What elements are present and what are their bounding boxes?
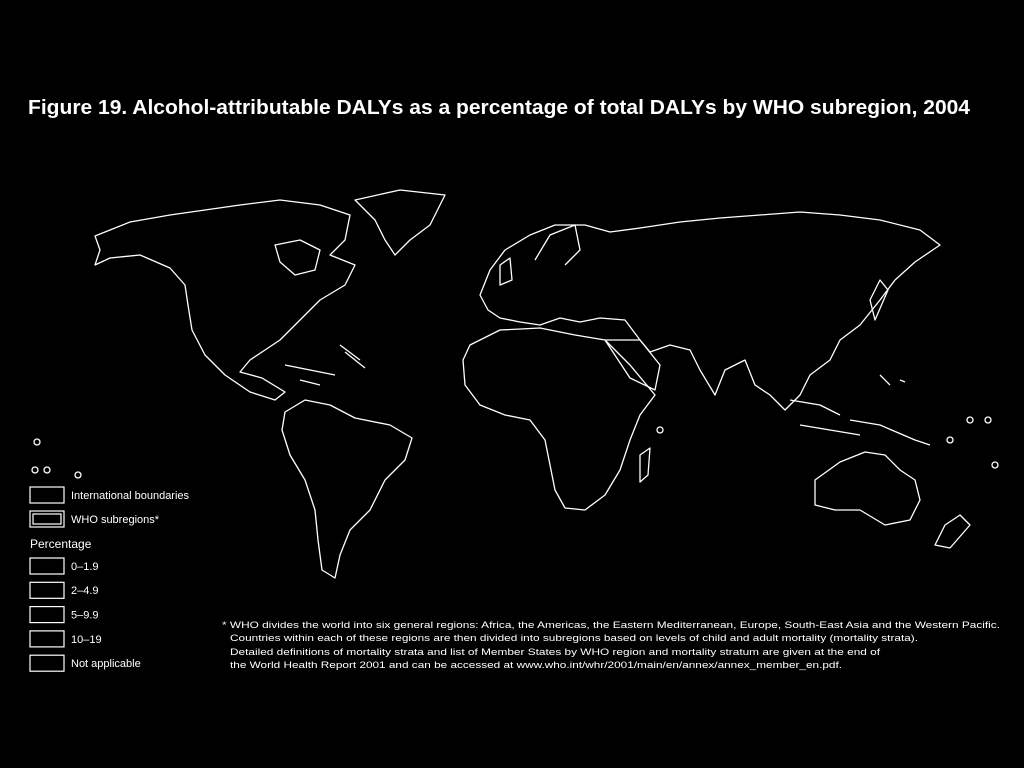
scandinavia-britain <box>499 224 581 286</box>
north-america <box>94 199 356 401</box>
pacific-islands <box>31 416 999 479</box>
legend-swatch <box>29 557 65 575</box>
footnote-line: Detailed definitions of mortality strata… <box>230 647 880 658</box>
legend-label: 10–19 <box>71 634 102 646</box>
australia <box>814 451 921 526</box>
legend-swatch <box>29 486 65 504</box>
legend-label: 0–1.9 <box>71 561 99 573</box>
south-america <box>281 399 413 579</box>
hudson-bay <box>274 239 321 276</box>
legend-label: Not applicable <box>71 658 141 670</box>
footnote-line: Countries within each of these regions a… <box>230 633 918 644</box>
europe-asia <box>479 211 941 411</box>
legend-label: 2–4.9 <box>71 585 99 597</box>
japan <box>869 279 889 321</box>
africa <box>462 327 656 511</box>
footnote-line: the World Health Report 2001 and can be … <box>230 660 842 671</box>
footnote: * WHO divides the world into six general… <box>222 620 1000 671</box>
arabia <box>604 339 661 391</box>
legend-swatch <box>29 654 65 672</box>
legend-swatch <box>29 605 65 624</box>
legend-label: International boundaries <box>71 490 190 502</box>
figure-title: Figure 19. Alcohol-attributable DALYs as… <box>28 97 971 119</box>
footnote-line: * WHO divides the world into six general… <box>222 620 1000 631</box>
legend-label: WHO subregions* <box>71 514 160 526</box>
legend: International boundaries WHO subregions*… <box>29 486 190 672</box>
caribbean <box>284 344 366 386</box>
southeast-asia-islands <box>789 374 931 446</box>
legend-swatch <box>29 630 65 648</box>
legend-swatch <box>29 510 65 528</box>
madagascar <box>639 447 651 483</box>
greenland <box>354 189 446 256</box>
legend-swatch <box>29 581 65 599</box>
new-zealand <box>934 514 971 549</box>
world-map <box>31 189 999 579</box>
legend-label: 5–9.9 <box>71 610 99 622</box>
legend-title: Percentage <box>30 537 92 551</box>
legend-swatch <box>32 513 62 525</box>
